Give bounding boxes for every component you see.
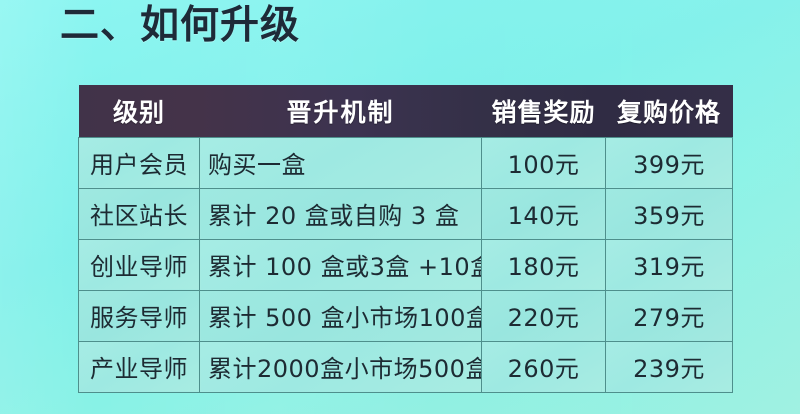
column-header-sales-bonus: 销售奖励 bbox=[491, 97, 596, 127]
table-row: 产业导师 累计2000盒小市场500盒 260元 239元 bbox=[78, 340, 733, 393]
cell-sales-bonus: 140元 bbox=[481, 187, 606, 240]
column-header-level: 级别 bbox=[112, 97, 165, 127]
cell-repurchase-price: 399元 bbox=[605, 136, 733, 189]
cell-level: 用户会员 bbox=[78, 136, 200, 189]
cell-level: 创业导师 bbox=[78, 238, 200, 291]
table-row: 用户会员 购买一盒 100元 399元 bbox=[78, 136, 733, 189]
cell-repurchase-price: 279元 bbox=[605, 289, 733, 342]
cell-level: 社区站长 bbox=[78, 187, 200, 240]
cell-mechanism: 累计 100 盒或3盒 +10盒 bbox=[199, 238, 482, 291]
cell-repurchase-price: 319元 bbox=[605, 238, 733, 291]
cell-level: 产业导师 bbox=[78, 340, 200, 393]
cell-mechanism: 购买一盒 bbox=[199, 136, 482, 189]
column-header-repurchase-price: 复购价格 bbox=[616, 97, 721, 127]
cell-sales-bonus: 220元 bbox=[481, 289, 606, 342]
table-row: 服务导师 累计 500 盒小市场100盒 220元 279元 bbox=[78, 289, 733, 342]
upgrade-levels-table: 级别 晋升机制 销售奖励 复购价格 用户会员 购买一盒 100元 399元 社区… bbox=[78, 85, 733, 393]
cell-level: 服务导师 bbox=[78, 289, 200, 342]
cell-repurchase-price: 239元 bbox=[605, 340, 733, 393]
page-title: 二、如何升级 bbox=[60, 3, 301, 48]
cell-mechanism: 累计2000盒小市场500盒 bbox=[199, 340, 482, 393]
table-row: 社区站长 累计 20 盒或自购 3 盒 140元 359元 bbox=[78, 187, 733, 240]
cell-mechanism: 累计 500 盒小市场100盒 bbox=[199, 289, 482, 342]
cell-repurchase-price: 359元 bbox=[605, 187, 733, 240]
table-body: 用户会员 购买一盒 100元 399元 社区站长 累计 20 盒或自购 3 盒 … bbox=[78, 136, 733, 393]
table-header-row: 级别 晋升机制 销售奖励 复购价格 bbox=[78, 85, 733, 137]
column-header-mechanism: 晋升机制 bbox=[286, 97, 395, 127]
cell-sales-bonus: 100元 bbox=[481, 136, 606, 189]
table-row: 创业导师 累计 100 盒或3盒 +10盒 180元 319元 bbox=[78, 238, 733, 291]
cell-sales-bonus: 180元 bbox=[481, 238, 606, 291]
cell-mechanism: 累计 20 盒或自购 3 盒 bbox=[199, 187, 482, 240]
cell-sales-bonus: 260元 bbox=[481, 340, 606, 393]
table-header: 级别 晋升机制 销售奖励 复购价格 bbox=[78, 85, 733, 137]
